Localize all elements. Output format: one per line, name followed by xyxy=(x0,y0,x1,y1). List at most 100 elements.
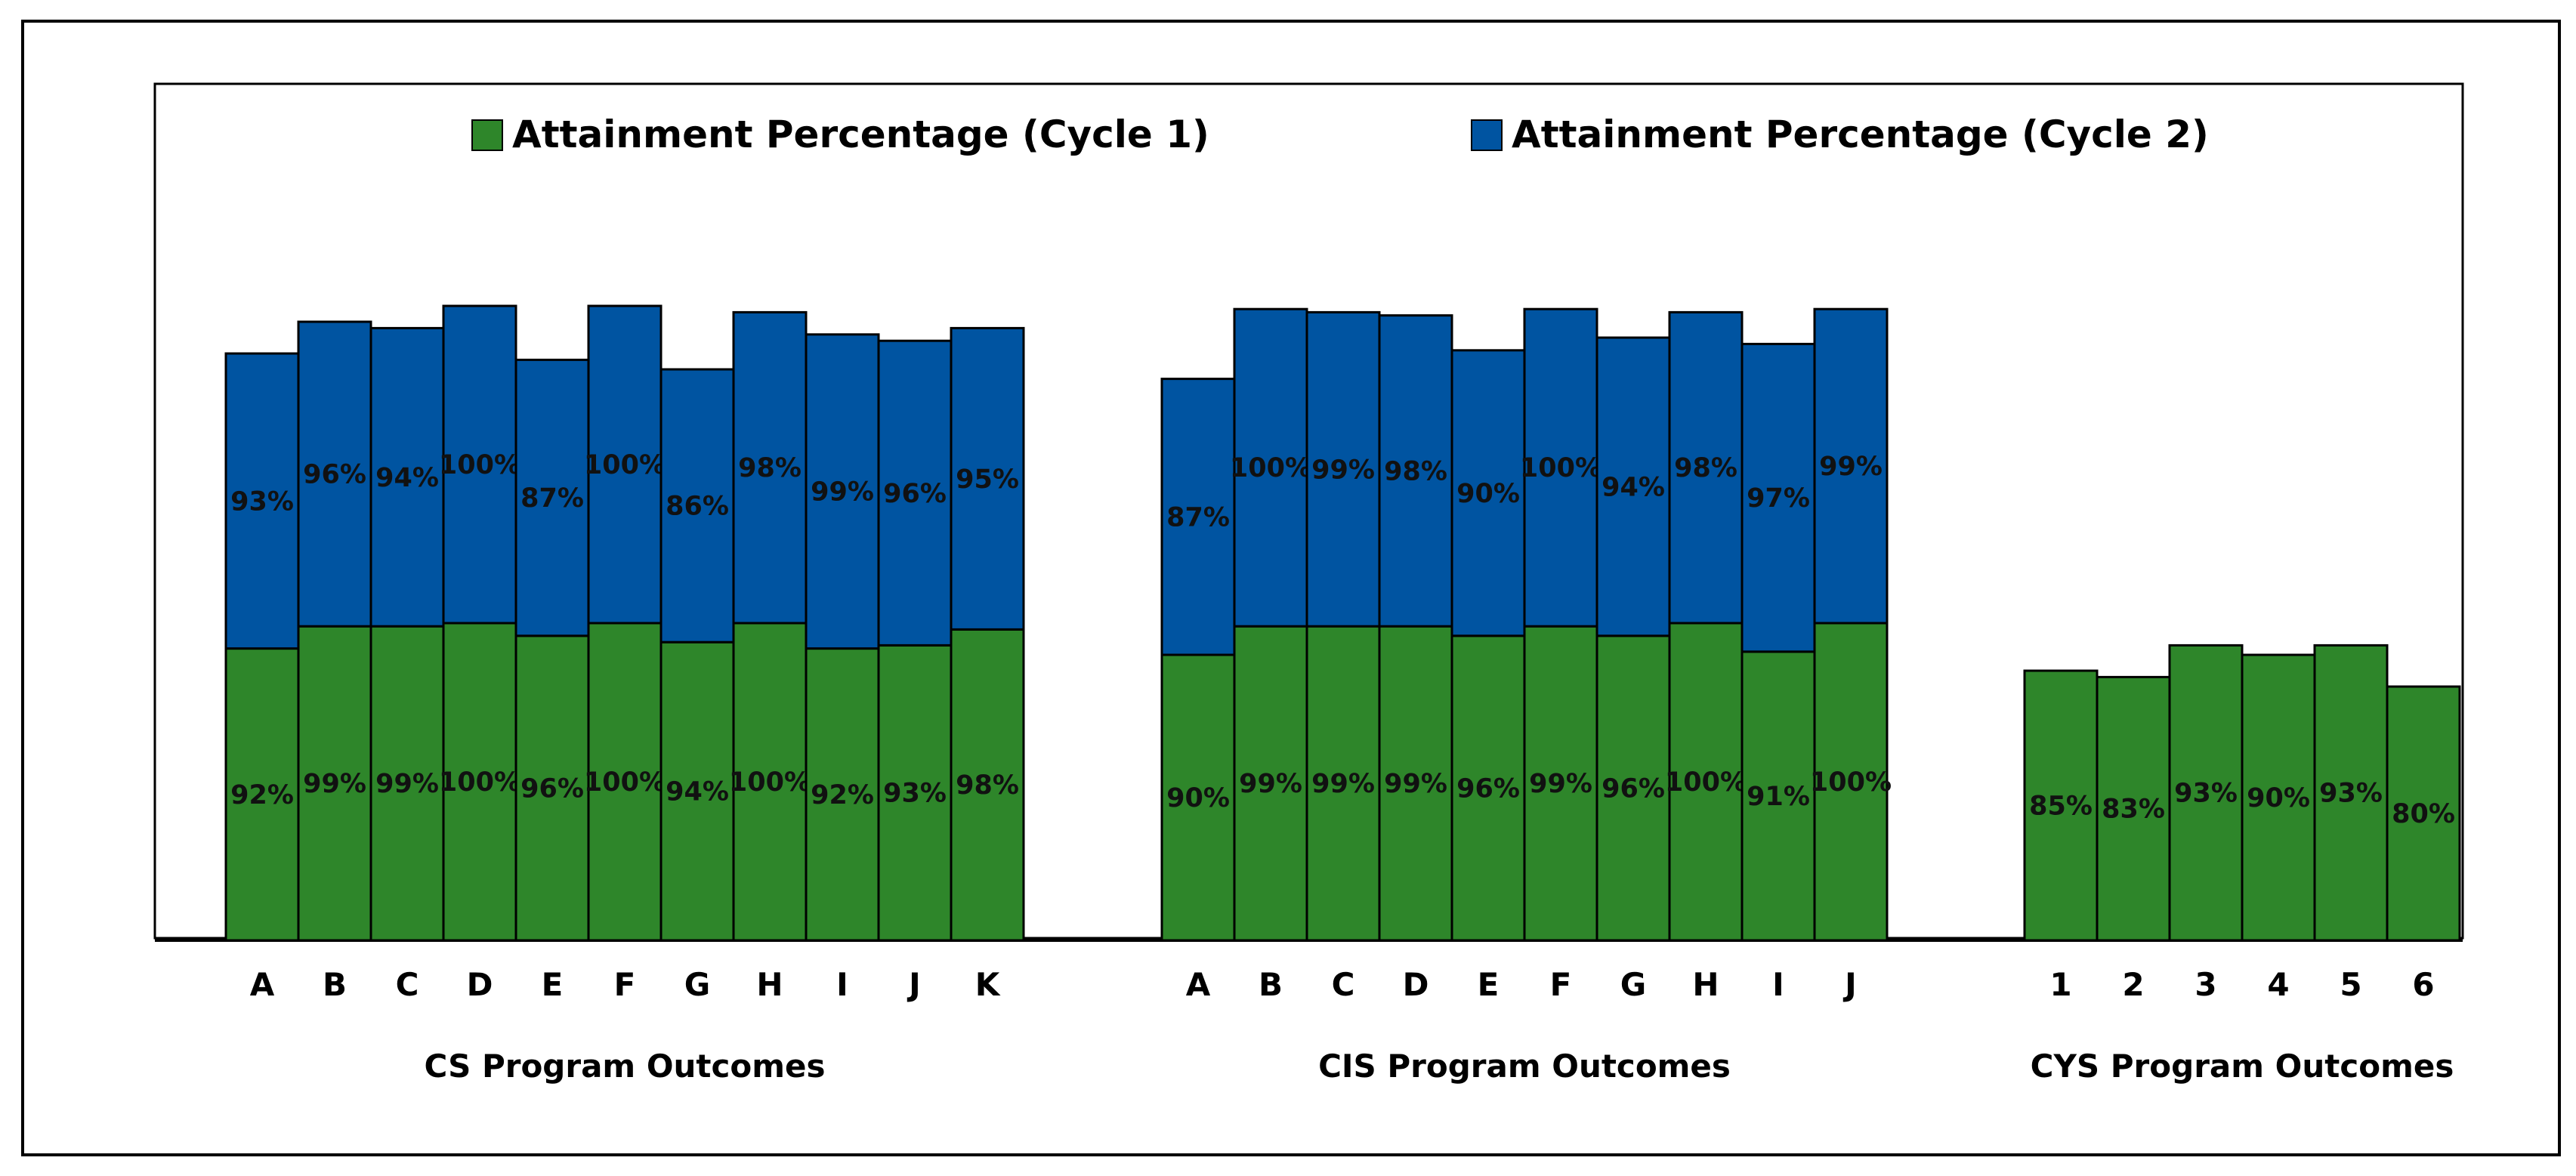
legend-swatch-cycle-1 xyxy=(471,119,503,151)
cis-label-I-cycle2: 97% xyxy=(1747,483,1810,514)
cis-label-A-cycle1: 90% xyxy=(1166,783,1230,813)
group-labels: CS Program Outcomes CIS Program Outcomes C… xyxy=(424,1048,2454,1085)
cs-bar-C-cycle2 xyxy=(369,326,445,628)
cys-tick-5: 5 xyxy=(2340,966,2361,1003)
cs-label-H-cycle2: 98% xyxy=(738,453,802,483)
cs-tick-A: A xyxy=(250,966,275,1003)
cs-label-E-cycle2: 87% xyxy=(520,483,584,514)
cis-bar-D-cycle1 xyxy=(1378,625,1453,942)
cs-label-G-cycle1: 94% xyxy=(666,777,729,807)
cis-bar-H-cycle2 xyxy=(1668,310,1744,625)
cis-label-J-cycle1: 100% xyxy=(1810,767,1892,798)
cys-bar-6-cycle1 xyxy=(2386,685,2461,942)
cis-tick-D: D xyxy=(1403,966,1429,1003)
cs-bar-D-cycle1 xyxy=(442,622,517,942)
cis-label-C-cycle2: 99% xyxy=(1311,455,1375,485)
cis-tick-H: H xyxy=(1692,966,1719,1003)
cis-bar-J-cycle1 xyxy=(1813,622,1889,942)
cs-label-D-cycle1: 100% xyxy=(439,767,520,798)
cys-bar-3-cycle1 xyxy=(2168,644,2244,942)
cs-label-A-cycle2: 93% xyxy=(230,486,294,517)
cis-tick-J: J xyxy=(1842,966,1857,1003)
cs-tick-I: I xyxy=(836,966,848,1003)
cis-label-F-cycle1: 99% xyxy=(1529,769,1592,799)
cs-label-K-cycle2: 95% xyxy=(956,465,1019,495)
cs-label-A-cycle1: 92% xyxy=(230,780,294,810)
cys-tick-2: 2 xyxy=(2122,966,2144,1003)
cs-label-I-cycle1: 92% xyxy=(811,780,874,810)
cis-label-A-cycle2: 87% xyxy=(1166,502,1230,532)
cs-label-B-cycle1: 99% xyxy=(303,769,366,799)
cis-label-I-cycle1: 91% xyxy=(1747,782,1810,812)
cis-bar-H-cycle1 xyxy=(1668,622,1744,942)
cs-label-J-cycle2: 96% xyxy=(883,479,947,509)
legend: Attainment Percentage (Cycle 1) Attainmen… xyxy=(471,113,2209,156)
cs-bar-I-cycle1 xyxy=(805,647,880,942)
cs-label-E-cycle1: 96% xyxy=(520,773,584,804)
cis-bar-E-cycle2 xyxy=(1450,349,1526,637)
legend-label-cycle-2: Attainment Percentage (Cycle 2) xyxy=(1512,113,2209,156)
cs-bar-A-cycle2 xyxy=(224,352,300,650)
cs-label-F-cycle1: 100% xyxy=(584,767,666,798)
cis-tick-C: C xyxy=(1332,966,1355,1003)
cis-label-E-cycle2: 90% xyxy=(1456,479,1520,509)
cys-label-3-cycle1: 93% xyxy=(2174,779,2238,809)
cys-tick-6: 6 xyxy=(2412,966,2434,1003)
cis-bar-A-cycle2 xyxy=(1160,378,1236,656)
cs-bar-B-cycle2 xyxy=(297,320,372,628)
cis-tick-A: A xyxy=(1186,966,1211,1003)
cis-tick-E: E xyxy=(1478,966,1500,1003)
cis-tick-I: I xyxy=(1772,966,1784,1003)
cs-bar-B-cycle1 xyxy=(297,625,372,942)
cis-bar-J-cycle2 xyxy=(1813,307,1889,625)
cs-label-I-cycle2: 99% xyxy=(811,477,874,508)
cis-label-B-cycle1: 99% xyxy=(1239,769,1302,799)
cis-label-H-cycle2: 98% xyxy=(1674,453,1737,483)
cis-label-D-cycle1: 99% xyxy=(1384,769,1447,799)
legend-swatch-cycle-2 xyxy=(1471,119,1503,151)
cs-bar-E-cycle2 xyxy=(514,358,590,637)
cis-bar-D-cycle2 xyxy=(1378,314,1453,628)
cys-label-5-cycle1: 93% xyxy=(2319,779,2383,809)
cs-label-H-cycle1: 100% xyxy=(729,767,811,798)
cs-tick-B: B xyxy=(323,966,347,1003)
cis-label-E-cycle1: 96% xyxy=(1456,773,1520,804)
cs-bar-E-cycle1 xyxy=(514,634,590,942)
cis-label-F-cycle2: 100% xyxy=(1520,453,1602,483)
cs-bar-K-cycle2 xyxy=(950,326,1025,631)
cs-label-F-cycle2: 100% xyxy=(584,450,666,480)
cis-label-G-cycle1: 96% xyxy=(1602,773,1665,804)
cis-label-C-cycle1: 99% xyxy=(1311,769,1375,799)
cis-label-J-cycle2: 99% xyxy=(1819,452,1883,482)
cis-bar-C-cycle1 xyxy=(1305,625,1381,942)
cs-tick-F: F xyxy=(614,966,636,1003)
cys-label-1-cycle1: 85% xyxy=(2029,792,2093,822)
cs-bar-D-cycle2 xyxy=(442,304,517,625)
cis-bar-A-cycle1 xyxy=(1160,653,1236,942)
cis-bar-I-cycle2 xyxy=(1740,342,1816,653)
cys-tick-4: 4 xyxy=(2267,966,2289,1003)
cs-tick-J: J xyxy=(907,966,921,1003)
cys-bar-4-cycle1 xyxy=(2241,653,2316,942)
cs-label-C-cycle2: 94% xyxy=(375,463,439,493)
cys-tick-1: 1 xyxy=(2049,966,2071,1003)
cs-bar-A-cycle1 xyxy=(224,647,300,942)
cis-bar-B-cycle2 xyxy=(1233,307,1308,628)
cs-tick-H: H xyxy=(756,966,783,1003)
cs-tick-G: G xyxy=(684,966,710,1003)
cis-bar-F-cycle1 xyxy=(1523,625,1598,942)
cis-group-label: CIS Program Outcomes xyxy=(1318,1048,1731,1085)
cs-bar-K-cycle1 xyxy=(950,628,1025,942)
cs-tick-E: E xyxy=(542,966,564,1003)
cs-group-label: CS Program Outcomes xyxy=(424,1048,825,1085)
cis-label-H-cycle1: 100% xyxy=(1665,767,1747,798)
cys-label-2-cycle1: 83% xyxy=(2102,795,2165,825)
cs-bar-H-cycle1 xyxy=(732,622,808,942)
cis-label-D-cycle2: 98% xyxy=(1384,456,1447,486)
cs-bar-G-cycle1 xyxy=(659,640,735,942)
cys-group-label: CYS Program Outcomes xyxy=(2031,1048,2454,1085)
cis-tick-F: F xyxy=(1550,966,1572,1003)
cs-tick-K: K xyxy=(975,966,1001,1003)
legend-label-cycle-1: Attainment Percentage (Cycle 1) xyxy=(512,113,1209,156)
cis-bar-G-cycle2 xyxy=(1595,336,1671,637)
